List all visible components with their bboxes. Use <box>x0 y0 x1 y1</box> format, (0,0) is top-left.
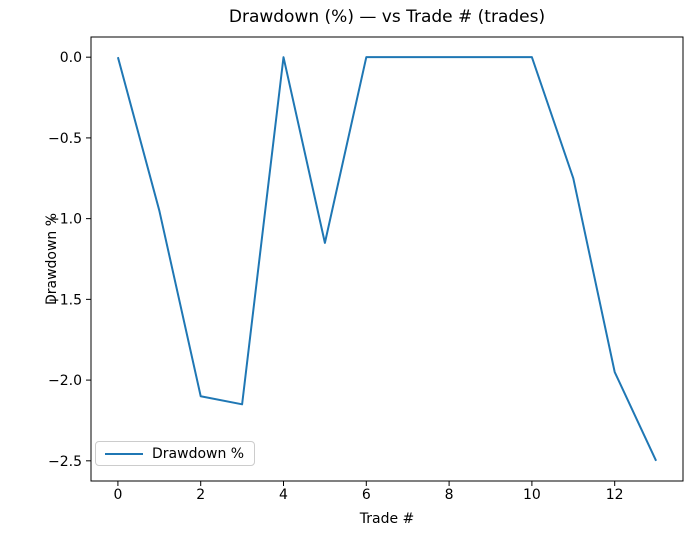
x-axis-label: Trade # <box>359 511 415 527</box>
legend-line-sample <box>105 452 143 455</box>
y-tick-label: −2.0 <box>48 373 82 389</box>
x-tick-label: 12 <box>606 487 624 503</box>
y-tick-label: 0.0 <box>60 50 82 66</box>
y-tick-label: −1.0 <box>48 212 82 228</box>
x-tick-label: 0 <box>113 487 122 503</box>
drawdown-line <box>116 56 657 462</box>
x-tick-label: 10 <box>523 487 541 503</box>
y-tick-label: −0.5 <box>48 131 82 147</box>
chart-title: Drawdown (%) — vs Trade # (trades) <box>228 7 546 27</box>
x-tick-label: 2 <box>196 487 205 503</box>
x-tick-label: 4 <box>279 487 288 503</box>
x-tick-label: 6 <box>362 487 371 503</box>
legend-label: Drawdown % <box>152 445 245 462</box>
y-tick-label: −2.5 <box>48 454 82 470</box>
x-tick-label: 8 <box>445 487 454 503</box>
legend: Drawdown % <box>95 441 256 466</box>
y-tick-label: −1.5 <box>48 292 82 308</box>
axes-frame <box>90 36 684 482</box>
y-axis-label: Drawdown % <box>44 212 60 306</box>
